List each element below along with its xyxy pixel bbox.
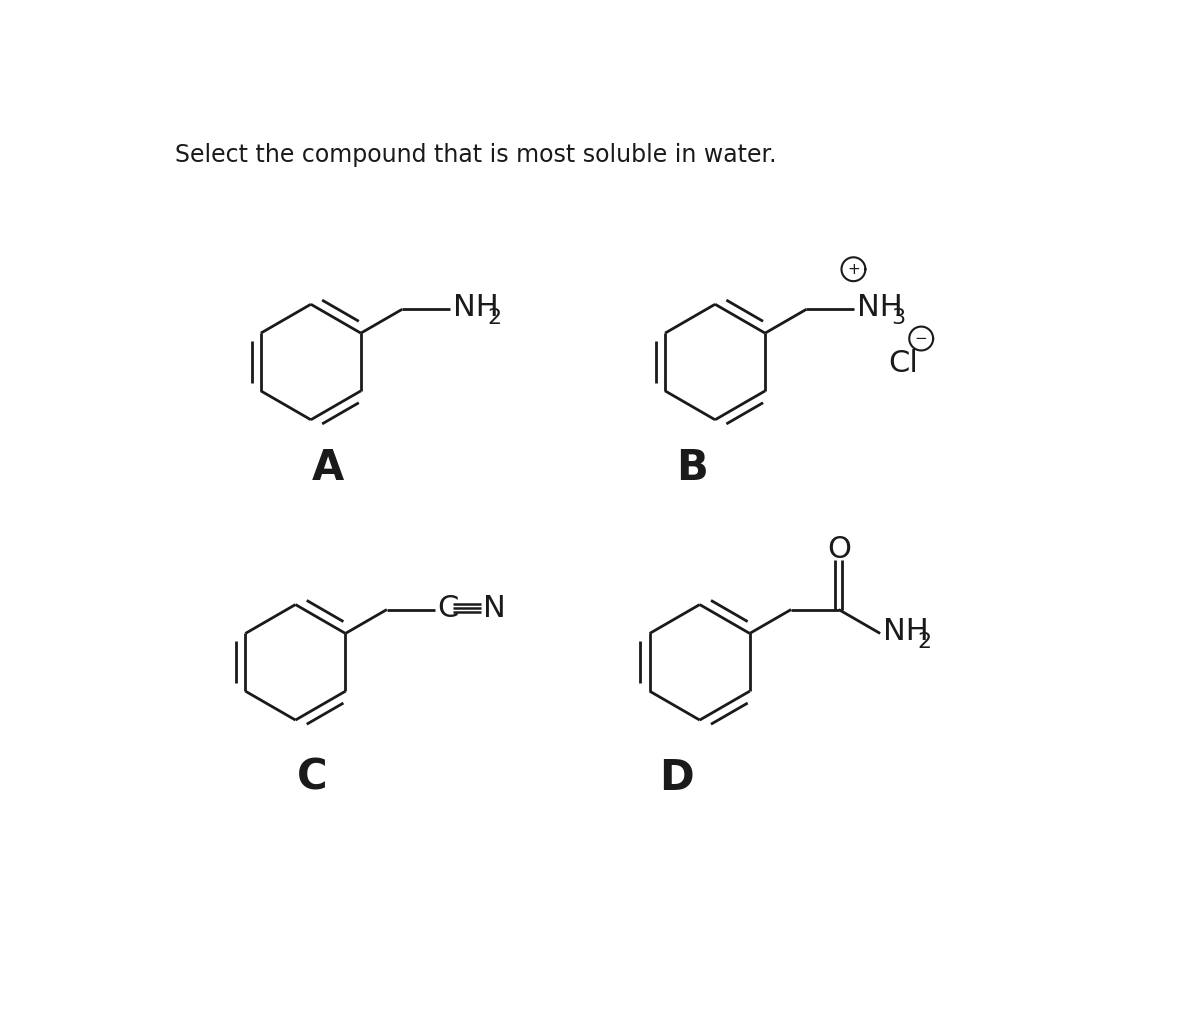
Text: O: O [827, 535, 851, 564]
Text: 3: 3 [892, 308, 905, 328]
Text: 2: 2 [917, 632, 931, 651]
Text: D: D [659, 757, 694, 799]
Text: Select the compound that is most soluble in water.: Select the compound that is most soluble… [174, 143, 776, 166]
Text: NH: NH [883, 617, 929, 646]
Text: 2: 2 [487, 308, 502, 328]
Text: +: + [847, 262, 860, 277]
Text: C: C [298, 757, 328, 799]
Text: A: A [312, 448, 344, 489]
Text: −: − [914, 331, 928, 346]
Text: NH: NH [454, 294, 499, 323]
Text: B: B [676, 448, 708, 489]
Text: N: N [484, 594, 506, 622]
Text: C: C [438, 594, 460, 622]
Text: NH: NH [857, 294, 904, 323]
Text: Cl: Cl [888, 348, 918, 377]
